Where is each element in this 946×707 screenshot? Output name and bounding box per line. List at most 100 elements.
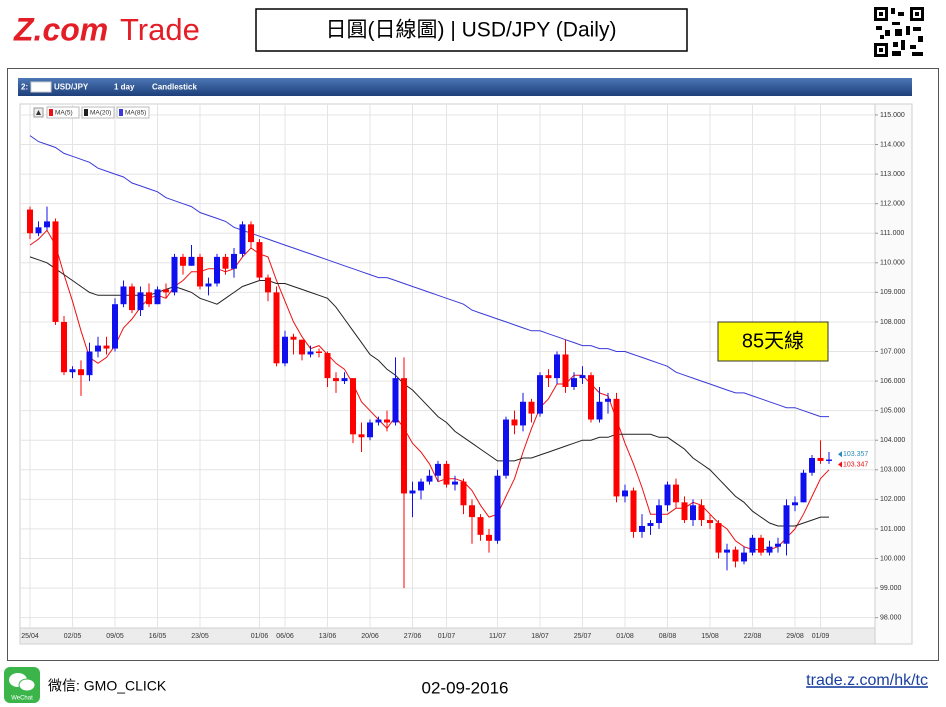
wechat-icon: WeChat (4, 667, 40, 703)
candle-body (61, 321, 67, 373)
legend-toggle-arrow (36, 110, 41, 115)
y-tick-label: 104.000 (880, 437, 905, 444)
x-tick-label: 27/06 (404, 633, 422, 640)
candle-body (681, 502, 688, 521)
candle-body (426, 475, 433, 482)
candle-body (282, 336, 288, 364)
candle-body (154, 289, 161, 305)
candle-body (307, 351, 314, 355)
y-tick-label: 102.000 (880, 496, 905, 503)
x-tick-label: 13/06 (319, 633, 337, 640)
candle-body (477, 517, 484, 535)
candle-body (367, 422, 373, 438)
candle-body (103, 345, 110, 349)
candle-body (129, 286, 135, 311)
candle-body (741, 552, 747, 562)
candle-body (350, 378, 356, 435)
candle-body (469, 505, 475, 518)
candle-body (690, 505, 696, 521)
candle-body (664, 484, 671, 506)
y-tick-label: 110.000 (880, 260, 905, 267)
candle-body (528, 401, 535, 414)
candle-body (826, 459, 832, 461)
website-link[interactable]: trade.z.com/hk/tc (806, 672, 928, 689)
candle-body (571, 378, 577, 387)
annotation-box (717, 321, 829, 362)
candle-body (163, 289, 169, 293)
candle-body (69, 369, 76, 373)
candle-body (188, 256, 195, 266)
candle-body (588, 375, 594, 420)
legend-box (81, 106, 115, 119)
legend-label: MA(85) (125, 110, 146, 117)
candle-body (401, 378, 407, 494)
plot-area (19, 103, 876, 629)
candle-body (715, 523, 722, 553)
candle-body (409, 490, 416, 494)
candle-body (766, 546, 773, 553)
candle-body (520, 401, 526, 426)
candle-body (52, 221, 59, 322)
x-tick-label: 09/05 (106, 633, 124, 640)
candle-body (630, 490, 637, 532)
candle-body (435, 463, 441, 476)
candle-body (299, 339, 305, 355)
candle-body (656, 505, 662, 524)
x-tick-label: 08/08 (659, 633, 677, 640)
candle-body (707, 520, 713, 524)
candle-body (418, 481, 424, 491)
y-tick-label: 108.000 (880, 319, 905, 326)
candle-body (197, 256, 203, 287)
candle-body (222, 256, 229, 269)
candle-body (27, 209, 33, 234)
x-tick-label: 01/07 (438, 633, 456, 640)
candle-body (647, 523, 654, 526)
candle-body (214, 256, 220, 284)
x-tick-label: 22/08 (744, 633, 762, 640)
candle-body (384, 419, 390, 423)
y-tick-label: 105.000 (880, 407, 905, 414)
title-box (255, 8, 688, 52)
candle-body (171, 256, 178, 293)
wechat-icon-label: WeChat (11, 696, 33, 702)
candle-body (562, 354, 569, 387)
candle-body (137, 292, 144, 311)
legend-box (116, 106, 150, 119)
candle-body (817, 457, 824, 461)
x-tick-label: 11/07 (489, 633, 506, 640)
annotation: 85天線 (742, 329, 804, 352)
last-price-marker (838, 461, 842, 468)
candle-body (622, 490, 628, 497)
x-tick-label: 01/09 (812, 633, 830, 640)
candle-body (392, 378, 399, 423)
candle-body (783, 505, 790, 544)
x-tick-label: 02/05 (64, 633, 82, 640)
x-tick-label: 25/07 (574, 633, 592, 640)
candle-body (86, 351, 93, 376)
candle-body (95, 345, 101, 352)
qr-code (873, 6, 925, 58)
y-tick-label: 100.000 (880, 555, 905, 562)
candle-body (273, 292, 280, 364)
y-tick-label: 112.000 (880, 200, 905, 207)
y-axis-strip (874, 103, 913, 645)
y-tick-label: 106.000 (880, 378, 905, 385)
candle-body (248, 224, 254, 243)
toolbar-item: 1 day (114, 83, 135, 92)
candle-body (579, 375, 586, 379)
x-tick-label: 16/05 (149, 633, 167, 640)
candle-body (545, 375, 552, 379)
candle-body (673, 484, 679, 503)
y-tick-label: 103.000 (880, 467, 905, 474)
x-tick-label: 15/08 (701, 633, 719, 640)
candle-body (231, 253, 237, 269)
last-price-marker (838, 451, 842, 458)
candle-body (120, 286, 127, 305)
candle-body (324, 352, 331, 379)
candle-body (452, 481, 458, 485)
candle-body (613, 398, 620, 497)
x-tick-label: 20/06 (361, 633, 379, 640)
toolbar-item: USD/JPY (54, 83, 89, 92)
y-tick-label: 114.000 (880, 141, 905, 148)
